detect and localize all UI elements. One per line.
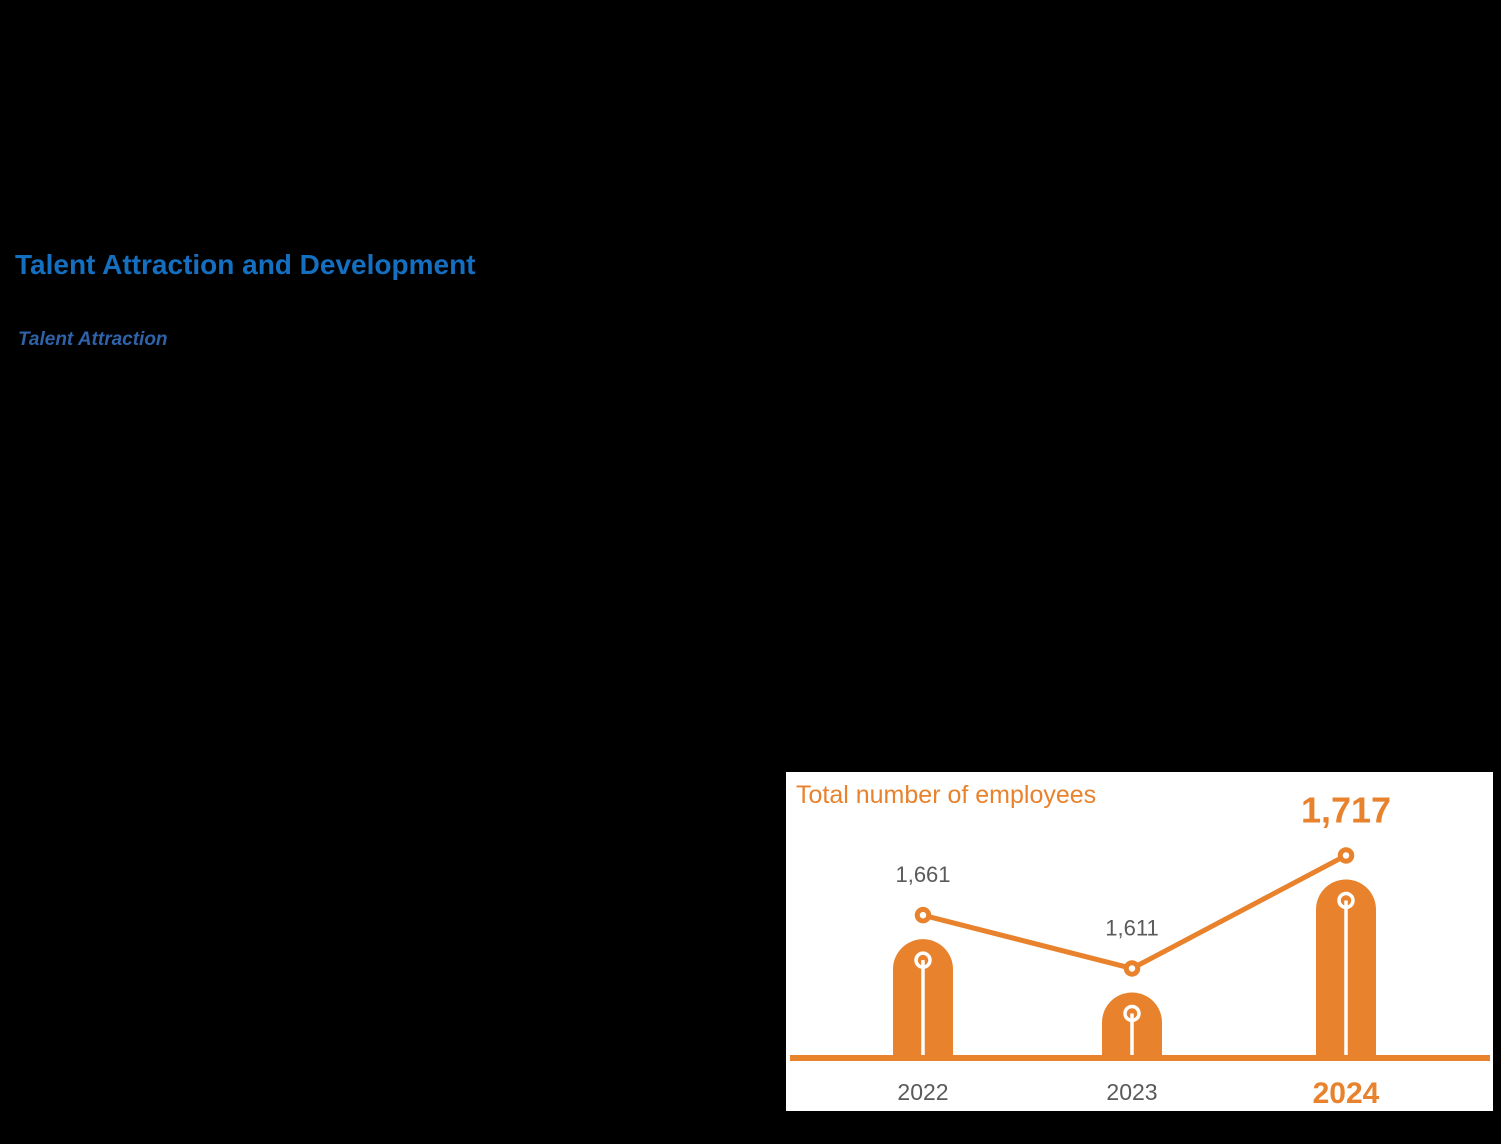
bar-pin-dot-2022 (914, 951, 932, 969)
bar-pin-dot-2024 (1337, 891, 1355, 910)
chart-title: Total number of employees (796, 781, 1097, 809)
value-label-2023: 1,611 (1105, 915, 1158, 940)
employees-chart: 1,661 1,611 1,717 2022 2023 2024 (790, 789, 1490, 1110)
trend-marker-2024 (1337, 847, 1355, 864)
value-label-2024: 1,717 (1301, 789, 1391, 830)
subsection-heading: Talent Attraction (18, 329, 168, 350)
value-label-2022: 1,661 (895, 862, 950, 887)
section-heading: Talent Attraction and Development (15, 249, 476, 280)
trend-marker-2023 (1123, 960, 1141, 977)
axis-label-2024: 2024 (1313, 1077, 1380, 1110)
axis-label-2023: 2023 (1106, 1079, 1157, 1105)
chart-panel: 1,661 1,611 1,717 2022 2023 2024 Total number… (786, 772, 1493, 1111)
bar-pin-dot-2023 (1123, 1004, 1141, 1023)
axis-label-2022: 2022 (897, 1079, 948, 1105)
trend-marker-2022 (914, 906, 932, 924)
trend-line (922, 853, 1348, 972)
